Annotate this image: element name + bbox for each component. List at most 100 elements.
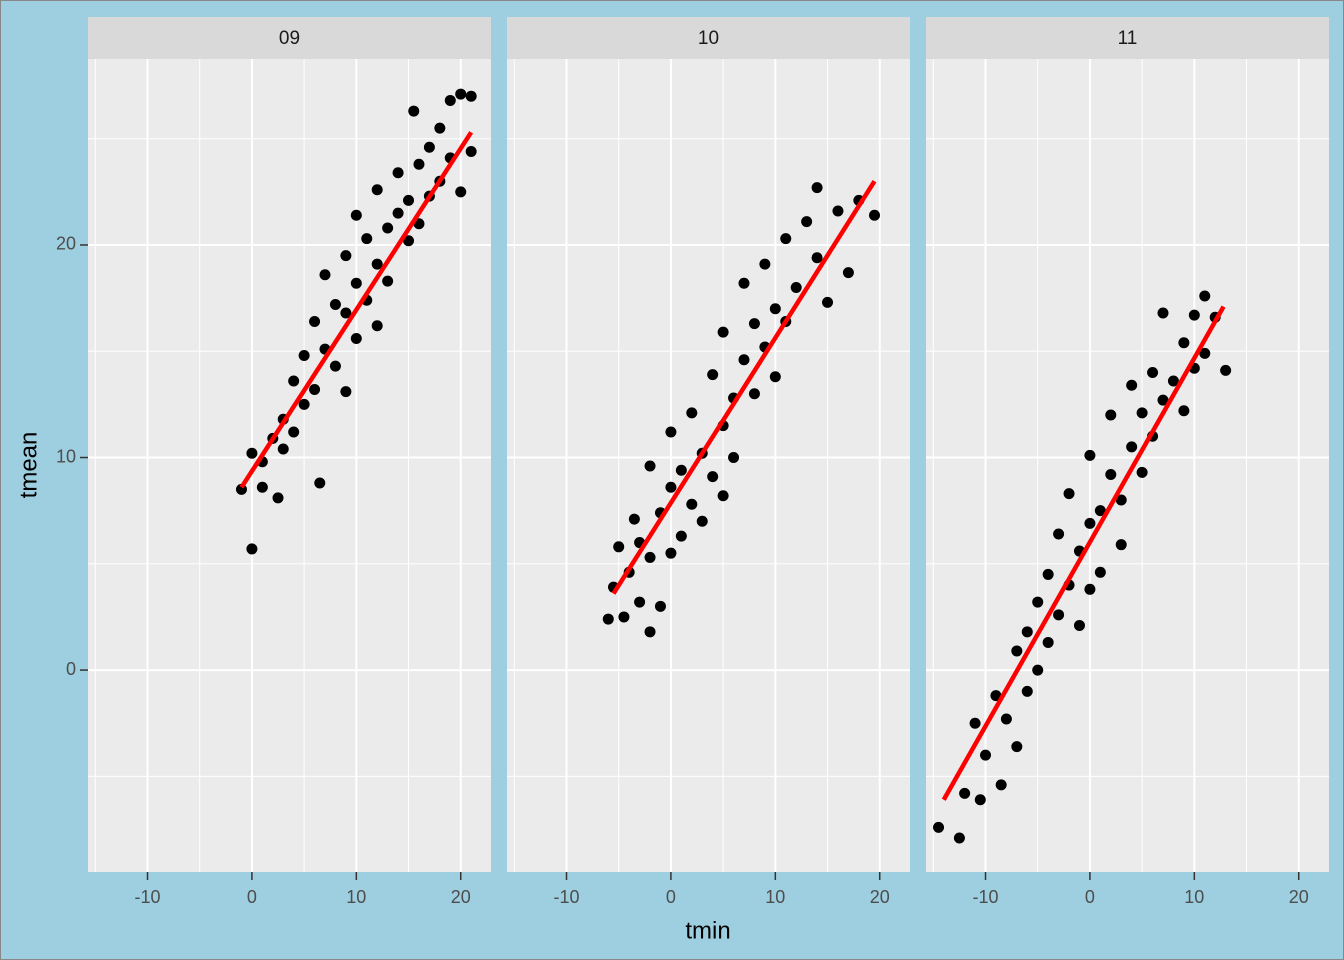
point [644, 626, 656, 638]
x-tick-label: 10 [1184, 887, 1204, 907]
y-axis-title: tmean [15, 432, 42, 499]
strip [926, 17, 1329, 59]
point [1084, 449, 1096, 461]
point [465, 90, 477, 102]
point [340, 307, 352, 319]
point [1011, 645, 1023, 657]
point [1105, 469, 1117, 481]
point [465, 145, 477, 157]
x-tick-label: 0 [247, 887, 257, 907]
point [1094, 566, 1106, 578]
point [696, 515, 708, 527]
x-tick-label: -10 [973, 887, 999, 907]
point [1032, 596, 1044, 608]
point [1136, 407, 1148, 419]
point [371, 320, 383, 332]
point [738, 354, 750, 366]
x-tick-label: -10 [554, 887, 580, 907]
fit-line [239, 131, 474, 489]
point [644, 460, 656, 472]
point [953, 832, 965, 844]
point [288, 426, 300, 438]
point [707, 369, 719, 381]
point [1115, 494, 1127, 506]
point [444, 94, 456, 106]
point [1021, 685, 1033, 697]
point [644, 551, 656, 563]
point [748, 388, 760, 400]
strip [507, 17, 910, 59]
point [1042, 568, 1054, 580]
x-axis-title: tmin [685, 917, 730, 944]
point [1220, 364, 1232, 376]
strip-text: 10 [698, 28, 719, 49]
point [1084, 583, 1096, 595]
fit-line [611, 180, 877, 595]
point [1126, 441, 1138, 453]
point [790, 281, 802, 293]
point [1011, 741, 1023, 753]
point [748, 318, 760, 330]
point [832, 205, 844, 217]
point [350, 333, 362, 345]
x-tick-label: 10 [765, 887, 785, 907]
strip-text: 09 [279, 28, 300, 49]
point [759, 258, 771, 270]
x-tick-label: 20 [451, 887, 471, 907]
point [1084, 517, 1096, 529]
point [665, 547, 677, 559]
point [675, 530, 687, 542]
point [811, 252, 823, 264]
point [602, 613, 614, 625]
x-tick-label: 20 [1289, 887, 1309, 907]
point [780, 233, 792, 245]
point [707, 471, 719, 483]
point [842, 267, 854, 279]
point [613, 541, 625, 553]
point [350, 209, 362, 221]
point [1126, 379, 1138, 391]
point [1199, 290, 1211, 302]
point [686, 407, 698, 419]
point [811, 182, 823, 194]
point [298, 350, 310, 362]
point [1021, 626, 1033, 638]
point [801, 216, 813, 228]
point [298, 398, 310, 410]
point [728, 452, 740, 464]
point [1063, 488, 1075, 500]
point [319, 269, 331, 281]
point [1157, 307, 1169, 319]
point [628, 513, 640, 525]
panel [88, 59, 491, 872]
point [371, 258, 383, 270]
panel [507, 59, 910, 872]
x-tick-label: 0 [1085, 887, 1095, 907]
point [403, 194, 415, 206]
point [1094, 505, 1106, 517]
point [717, 490, 729, 502]
point [1042, 636, 1054, 648]
point [1053, 609, 1065, 621]
point [403, 235, 415, 247]
strip-text: 11 [1118, 28, 1138, 49]
point [933, 821, 945, 833]
point [634, 596, 646, 608]
point [272, 492, 284, 504]
point [686, 498, 698, 510]
point [675, 464, 687, 476]
point [256, 481, 268, 493]
point [1178, 405, 1190, 417]
point [382, 275, 394, 287]
point [995, 779, 1007, 791]
point [392, 167, 404, 179]
point [1188, 309, 1200, 321]
point [1105, 409, 1117, 421]
x-tick-label: 0 [666, 887, 676, 907]
x-tick-label: 10 [346, 887, 366, 907]
point [382, 222, 394, 234]
point [329, 360, 341, 372]
panel [926, 59, 1329, 872]
y-tick-label: 0 [66, 659, 76, 679]
strip [88, 17, 491, 59]
